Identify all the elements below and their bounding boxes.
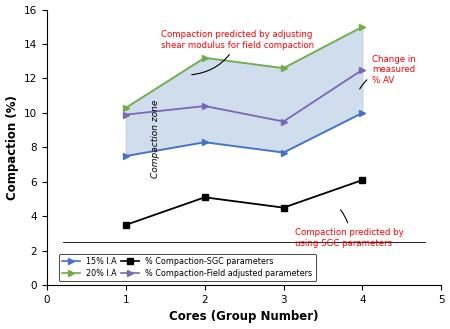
20% I.A bbox=[281, 66, 286, 70]
Line: % Compaction-SGC parameters: % Compaction-SGC parameters bbox=[123, 177, 365, 228]
Line: % Compaction-Field adjusted parameters: % Compaction-Field adjusted parameters bbox=[123, 67, 365, 124]
15% I.A bbox=[360, 111, 365, 115]
Line: 20% I.A: 20% I.A bbox=[123, 24, 365, 111]
% Compaction-Field adjusted parameters bbox=[281, 119, 286, 123]
20% I.A bbox=[123, 106, 129, 110]
Text: Compaction predicted by adjusting
shear modulus for field compaction: Compaction predicted by adjusting shear … bbox=[162, 30, 315, 75]
15% I.A bbox=[202, 140, 207, 144]
20% I.A bbox=[360, 25, 365, 29]
% Compaction-Field adjusted parameters bbox=[360, 68, 365, 72]
% Compaction-SGC parameters bbox=[281, 206, 286, 210]
Text: Compaction predicted by
using SGC parameters: Compaction predicted by using SGC parame… bbox=[295, 210, 404, 248]
X-axis label: Cores (Group Number): Cores (Group Number) bbox=[169, 311, 319, 323]
Text: Compaction zone: Compaction zone bbox=[151, 100, 160, 178]
15% I.A bbox=[123, 154, 129, 158]
Text: Change in
measured
% AV: Change in measured % AV bbox=[360, 55, 415, 89]
15% I.A bbox=[281, 151, 286, 155]
Legend: 15% I.A, 20% I.A, % Compaction-SGC parameters, % Compaction-Field adjusted param: 15% I.A, 20% I.A, % Compaction-SGC param… bbox=[59, 254, 315, 281]
% Compaction-SGC parameters bbox=[123, 223, 129, 227]
Y-axis label: Compaction (%): Compaction (%) bbox=[5, 95, 18, 200]
% Compaction-Field adjusted parameters bbox=[123, 113, 129, 116]
% Compaction-SGC parameters bbox=[360, 178, 365, 182]
% Compaction-SGC parameters bbox=[202, 195, 207, 199]
20% I.A bbox=[202, 56, 207, 60]
Line: 15% I.A: 15% I.A bbox=[123, 110, 365, 159]
% Compaction-Field adjusted parameters bbox=[202, 104, 207, 108]
